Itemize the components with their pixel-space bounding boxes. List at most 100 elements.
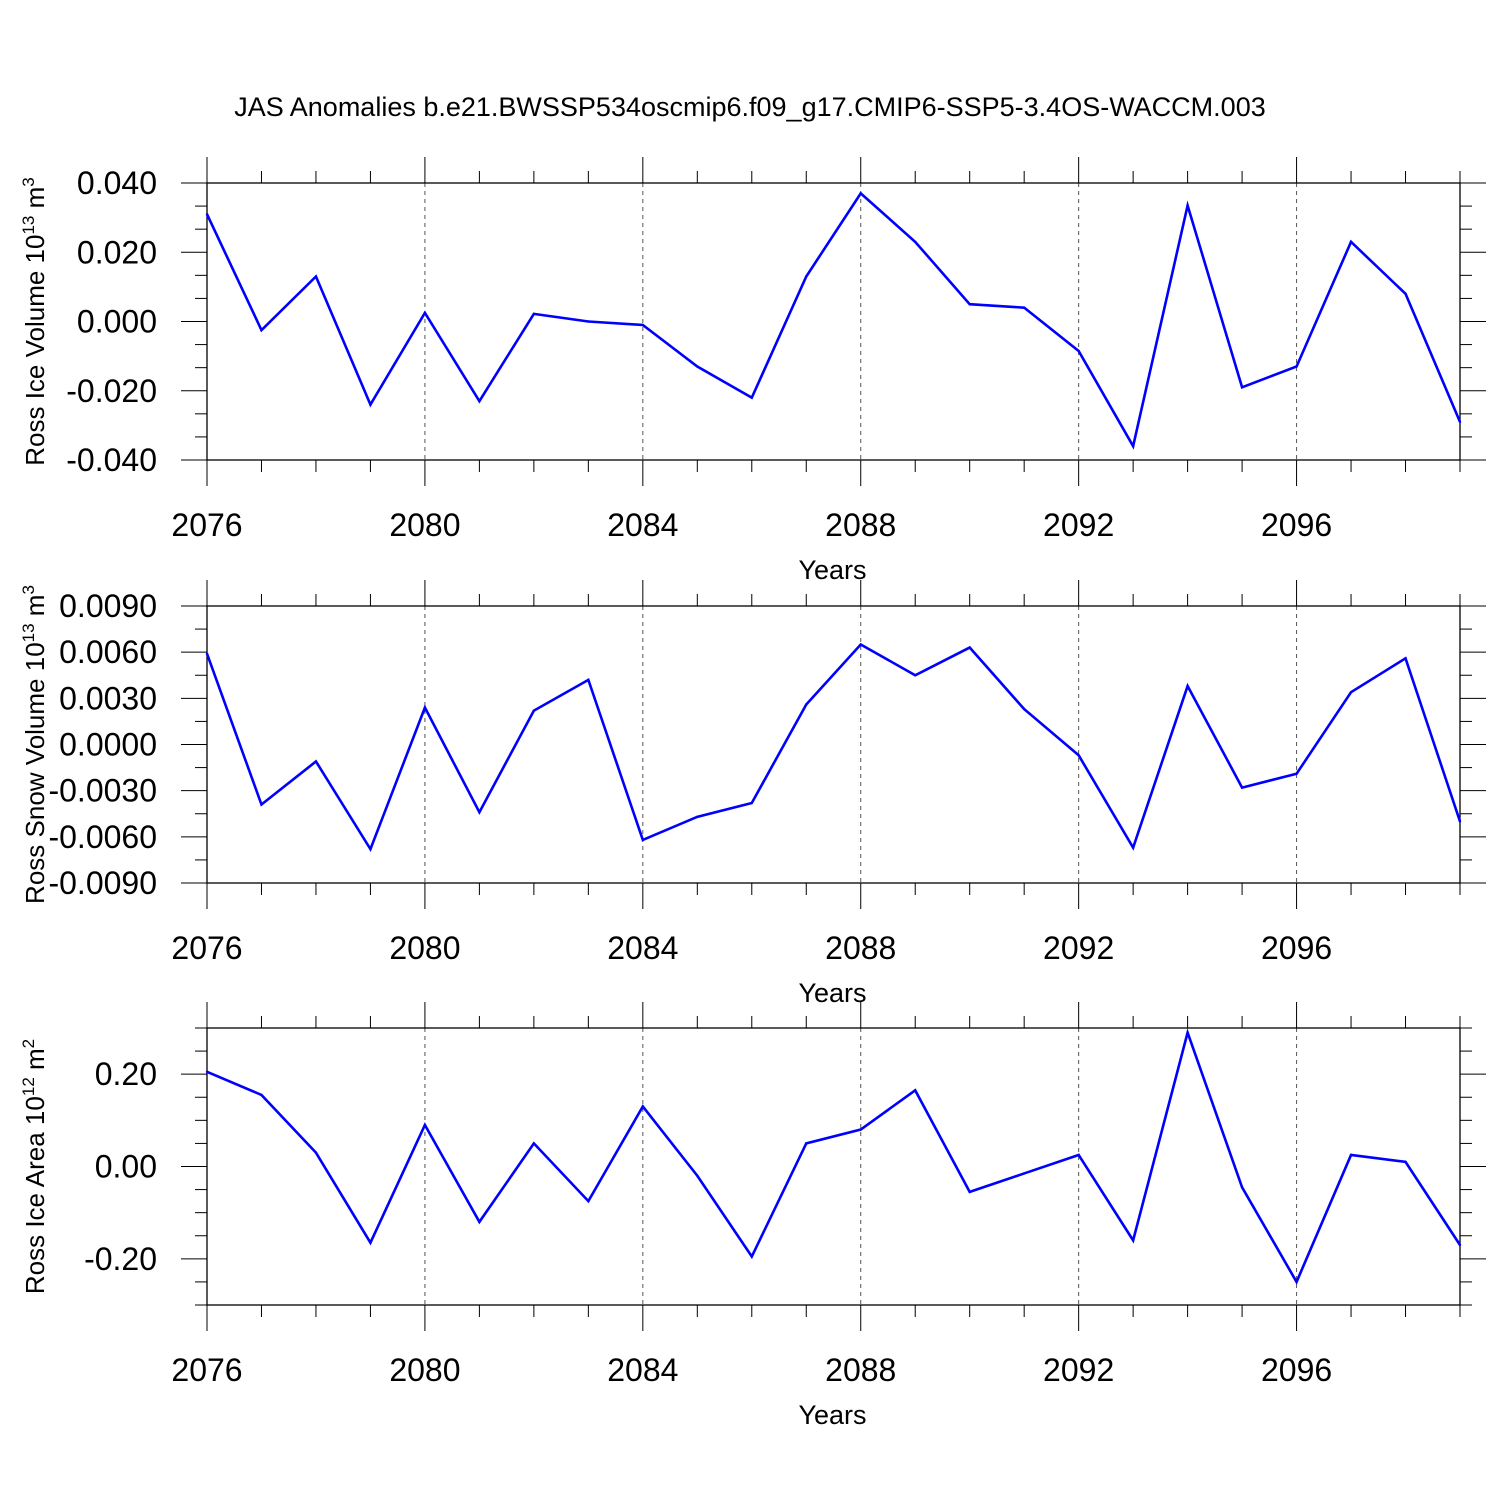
data-point	[859, 192, 862, 195]
chart-panel-3: 2076 2080 2084 2088 2092 2096 Years 0.20 0.00 -0.…	[19, 1002, 1486, 1430]
x-tick-label: 2084	[607, 1352, 678, 1388]
data-point	[205, 1070, 209, 1074]
y-axis-label: Ross Ice Area 1012 m2	[19, 1039, 50, 1294]
x-axis-label: Years	[798, 555, 866, 585]
y-tick-label: 0.0030	[59, 680, 157, 716]
data-point	[1022, 306, 1026, 309]
data-point	[1240, 786, 1244, 789]
data-point	[1131, 1239, 1135, 1242]
data-point	[859, 643, 862, 646]
x-tick-label: 2092	[1043, 507, 1114, 543]
x-tick-label: 2084	[607, 930, 678, 966]
data-point	[369, 847, 372, 851]
plot-frame	[206, 605, 1461, 884]
data-point	[260, 803, 263, 806]
series-line	[206, 1028, 1462, 1285]
data-point	[1131, 444, 1135, 448]
data-point	[859, 1128, 862, 1131]
x-tick-label: 2076	[171, 930, 242, 966]
data-point	[1295, 365, 1298, 368]
x-tick-label: 2080	[389, 930, 460, 966]
chart-panel-2: 2076 2080 2084 2088 2092 2096 Years 0.0090 0.006…	[19, 580, 1486, 1008]
data-point	[587, 320, 590, 323]
data-point	[1022, 1172, 1026, 1175]
data-point	[1349, 690, 1353, 694]
y-label-text: m	[20, 595, 50, 624]
x-tick-label: 2096	[1261, 1352, 1332, 1388]
data-point	[1240, 386, 1244, 389]
data-point	[205, 212, 209, 216]
x-tick-label: 2088	[825, 930, 896, 966]
data-point	[1022, 707, 1026, 711]
y-tick-label: 0.20	[95, 1056, 157, 1092]
data-point	[1404, 292, 1407, 295]
data-point	[968, 1190, 971, 1194]
y-tick-label: -0.0090	[48, 865, 157, 901]
data-point	[641, 838, 645, 842]
data-point	[914, 674, 917, 677]
y-tick-label: -0.0030	[48, 773, 157, 809]
data-point	[423, 1123, 427, 1127]
x-tick-label: 2096	[1261, 930, 1332, 966]
data-point	[1077, 1153, 1080, 1157]
y-label-superscript: 3	[19, 177, 38, 186]
data-point	[1077, 754, 1080, 757]
data-point	[423, 311, 427, 315]
y-tick-label: 0.020	[77, 234, 157, 270]
x-tick-label: 2076	[171, 1352, 242, 1388]
y-label-text: Ross Snow Volume 10	[20, 642, 50, 904]
data-point	[532, 1142, 536, 1145]
y-label-superscript: 13	[19, 623, 38, 642]
y-label-superscript: 13	[19, 216, 38, 235]
data-point	[750, 396, 753, 399]
data-point	[369, 1241, 372, 1244]
data-point	[750, 801, 753, 805]
x-axis-label: Years	[798, 978, 866, 1008]
data-point	[314, 275, 318, 278]
plot-frame	[206, 1027, 1461, 1306]
data-point	[805, 703, 808, 706]
data-point	[532, 709, 536, 712]
data-point	[805, 275, 808, 278]
y-tick-label: -0.0060	[48, 819, 157, 855]
y-tick-label: 0.0090	[59, 588, 157, 624]
data-point	[1240, 1186, 1244, 1189]
data-point	[587, 678, 590, 682]
y-label-text: Ross Ice Volume 10	[20, 235, 50, 466]
data-point	[750, 1255, 753, 1258]
data-point	[423, 706, 427, 709]
y-tick-label: 0.040	[77, 165, 157, 201]
x-tick-label: 2088	[825, 507, 896, 543]
data-point	[1295, 772, 1298, 775]
y-tick-label: 0.0000	[59, 727, 157, 763]
x-tick-label: 2080	[389, 507, 460, 543]
data-point	[1077, 349, 1080, 353]
data-point	[478, 811, 481, 814]
y-tick-label: -0.040	[66, 442, 157, 478]
data-point	[641, 323, 645, 327]
data-point	[314, 760, 318, 763]
x-tick-label: 2096	[1261, 507, 1332, 543]
series-line	[205, 191, 1462, 450]
data-point	[1349, 240, 1353, 244]
data-point	[968, 302, 971, 306]
y-tick-label: 0.000	[77, 304, 157, 340]
x-tick-label: 2076	[171, 507, 242, 543]
data-point	[641, 1105, 645, 1108]
data-point	[205, 652, 209, 655]
x-tick-label: 2088	[825, 1352, 896, 1388]
y-label-superscript: 2	[19, 1039, 38, 1048]
y-axis-label: Ross Snow Volume 1013 m3	[19, 585, 50, 904]
data-point	[1186, 204, 1189, 207]
data-point	[1186, 1031, 1189, 1034]
data-point	[1404, 657, 1407, 660]
data-point	[968, 646, 971, 649]
series-line	[205, 642, 1462, 853]
data-point	[1458, 1243, 1462, 1247]
chart-panel-1: 2076 2080 2084 2088 2092 2096 Years 0.040 0.020 0…	[19, 157, 1486, 585]
x-axis-label: Years	[798, 1400, 866, 1430]
data-point	[1131, 846, 1135, 849]
y-label-superscript: 12	[19, 1077, 38, 1096]
data-point	[532, 312, 536, 316]
data-point	[914, 1089, 917, 1092]
